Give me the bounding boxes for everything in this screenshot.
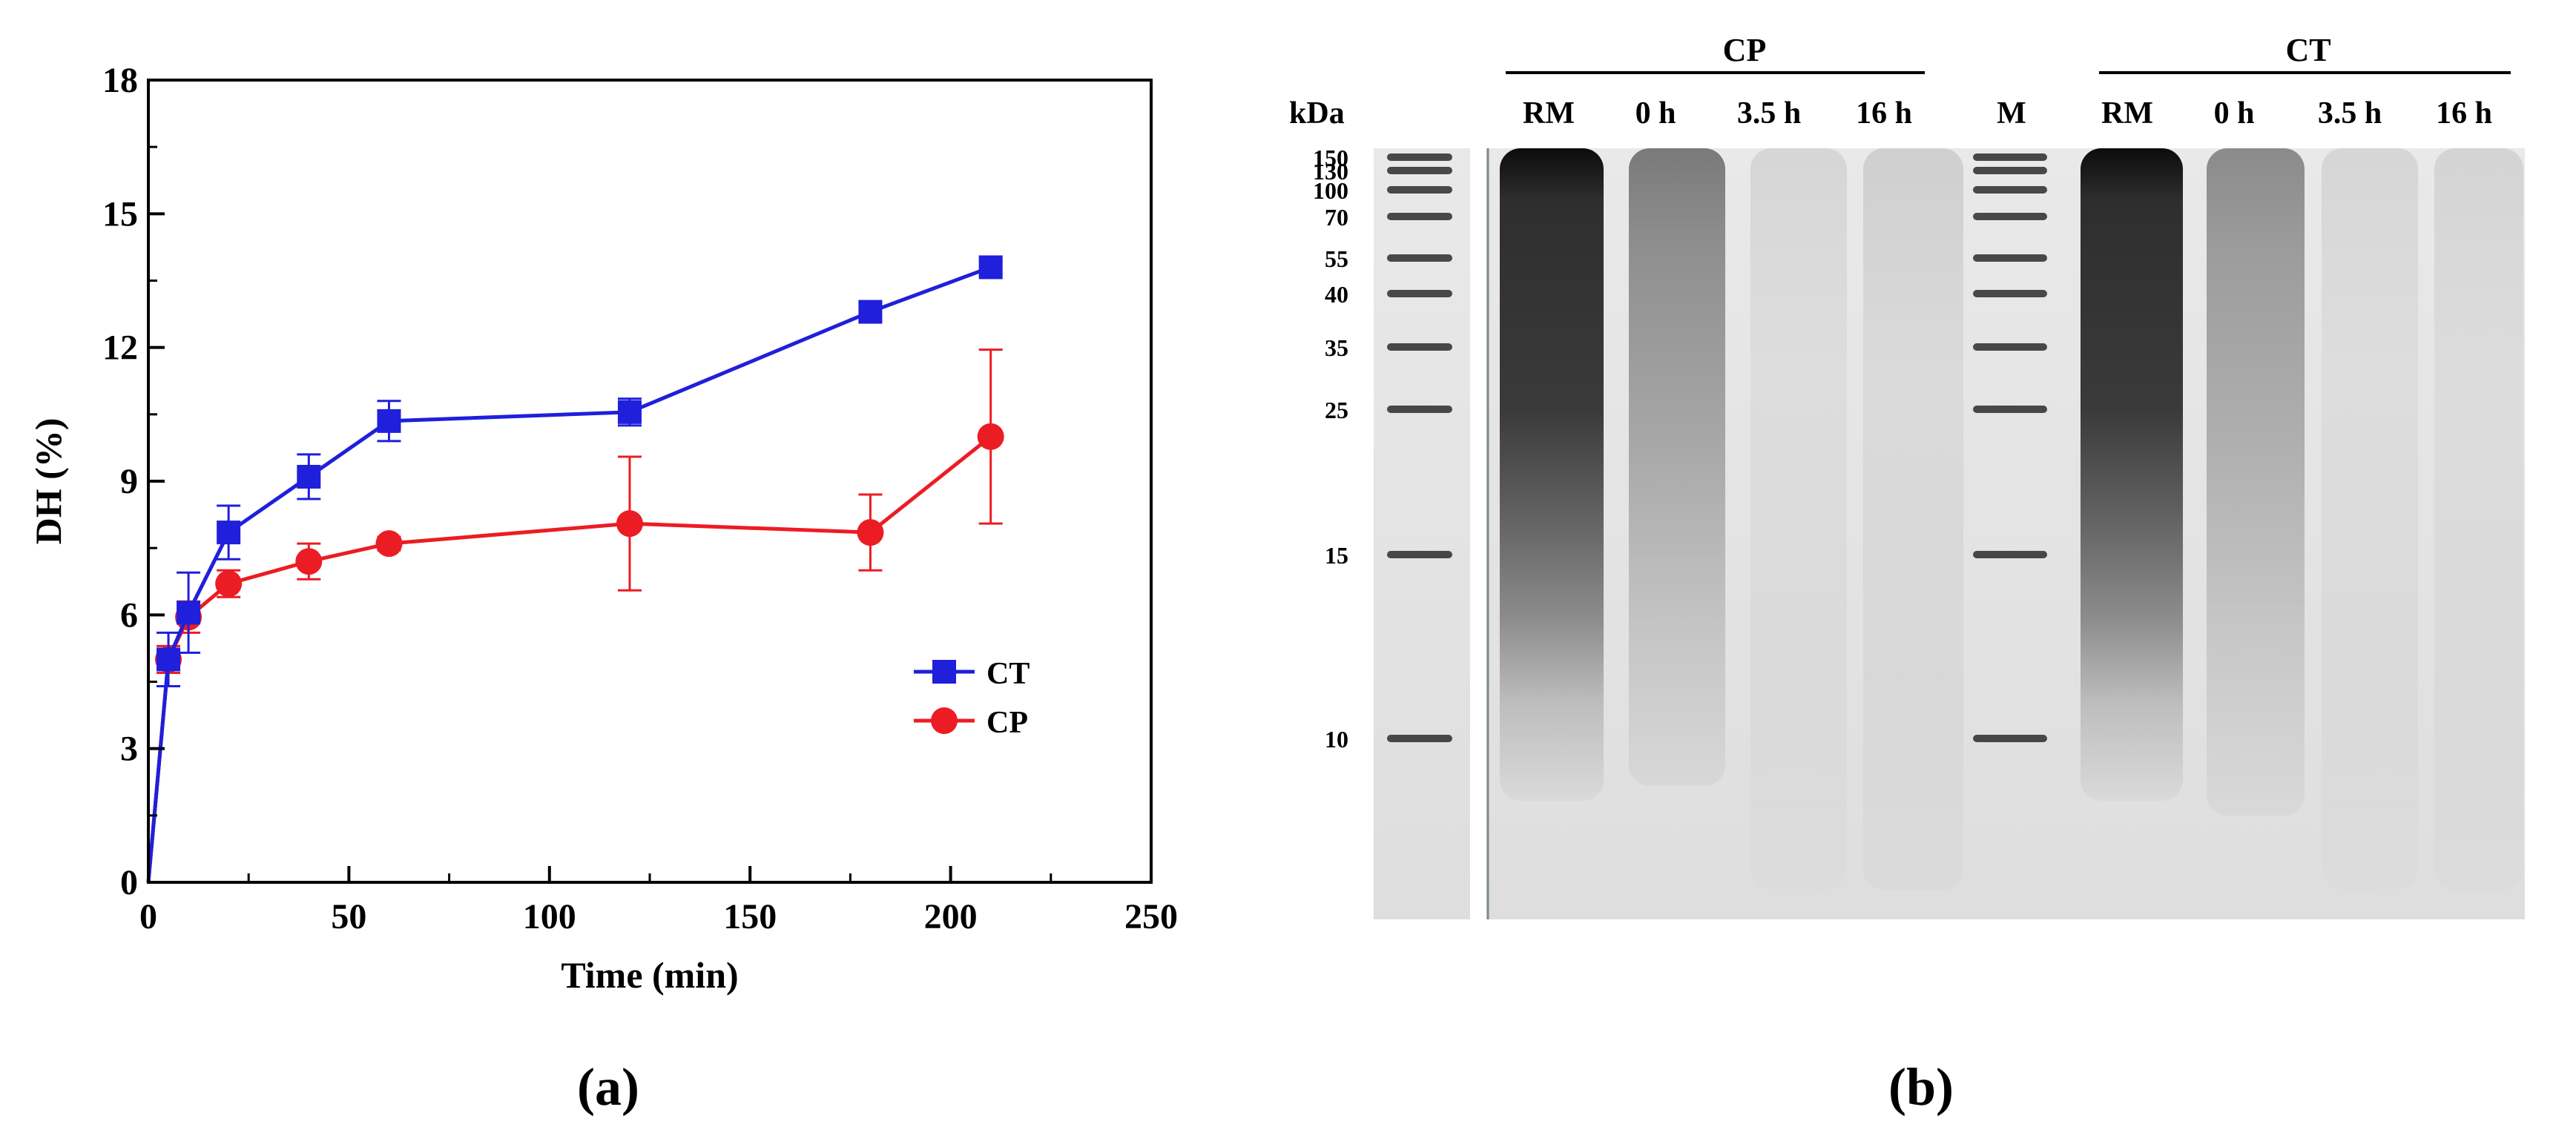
lane-label-ct-0h: 0 h	[2214, 96, 2255, 130]
series-ct-point	[297, 464, 321, 489]
ladder-band-middle	[1973, 167, 2047, 174]
plot-marks	[146, 255, 1004, 883]
x-axis-label: Time (min)	[561, 954, 738, 996]
marker-strip-divider	[1470, 148, 1486, 919]
marker-strip-left	[1374, 148, 1470, 919]
ladder-band-middle	[1973, 406, 2047, 413]
group-label-cp: CP	[1723, 32, 1767, 68]
lane-label-cp-3-5h: 3.5 h	[1737, 96, 1801, 130]
kda-size-label: 10	[1325, 726, 1348, 753]
ladder-band-left	[1387, 343, 1452, 351]
legend-ct-marker	[932, 660, 956, 684]
panel-label-a: (a)	[577, 1057, 639, 1117]
x-tick-label: 50	[331, 897, 366, 936]
ladder-band-left	[1387, 153, 1452, 161]
axis-ticks: 0 50 100 150 200 250 0 3 6 9 12 15 18	[102, 61, 1178, 936]
series-ct-point	[377, 409, 401, 433]
legend-ct-label: CT	[986, 657, 1030, 691]
sds-page-gel-panel: CP CT kDa RM 0 h 3.5 h 16 h M RM 0 h 3.5…	[1289, 32, 2525, 1117]
ladder-band-left	[1387, 167, 1452, 174]
ladder-band-left	[1387, 406, 1452, 413]
ladder-band-left	[1387, 551, 1452, 558]
ladder-band-left	[1387, 186, 1452, 194]
kda-size-label: 55	[1325, 245, 1348, 272]
lane-label-ct-3-5h: 3.5 h	[2318, 96, 2382, 130]
x-tick-label: 200	[924, 897, 978, 936]
ladder-band-left	[1387, 213, 1452, 220]
y-tick-label: 6	[120, 595, 138, 635]
y-tick-label: 12	[102, 328, 138, 368]
x-tick-label: 250	[1124, 897, 1178, 936]
lane-label-marker: M	[1997, 96, 2026, 130]
ladder-band-left	[1387, 735, 1452, 742]
series-ct-point	[177, 601, 201, 625]
kda-size-label: 40	[1325, 281, 1348, 308]
series-cp-line	[146, 434, 992, 883]
lane-ct-0h-smear	[2207, 148, 2305, 816]
legend-cp-label: CP	[986, 706, 1028, 740]
ladder-band-middle	[1973, 735, 2047, 742]
legend-cp-marker	[931, 707, 958, 734]
lane-label-cp-rm: RM	[1523, 96, 1575, 130]
x-tick-label: 150	[723, 897, 777, 936]
y-tick-label: 9	[120, 462, 138, 501]
ladder-band-middle	[1973, 186, 2047, 194]
series-ct-point	[978, 255, 1003, 280]
lane-ct-3-5h-smear	[2322, 148, 2418, 890]
lane-label-ct-rm: RM	[2101, 96, 2153, 130]
kda-size-label: 70	[1325, 204, 1348, 231]
kda-size-label: 25	[1325, 397, 1348, 423]
ladder-band-middle	[1973, 254, 2047, 262]
dh-line-chart: 0 50 100 150 200 250 0 3 6 9 12 15 18 Time (min) DH …	[27, 61, 1178, 1117]
series-cp-point	[375, 530, 403, 558]
y-tick-label: 3	[120, 730, 138, 769]
y-tick-label: 18	[102, 61, 138, 100]
kda-size-label: 130	[1313, 158, 1348, 185]
series-ct-point	[858, 300, 883, 324]
lane-label-cp-0h: 0 h	[1635, 96, 1676, 130]
ladder-band-middle	[1973, 213, 2047, 220]
y-axis-label: DH (%)	[27, 418, 69, 545]
kda-size-label: 100	[1313, 177, 1348, 204]
y-tick-label: 15	[102, 194, 138, 234]
kda-size-label: 15	[1325, 542, 1348, 569]
group-label-ct: CT	[2285, 32, 2330, 68]
series-ct-line	[146, 265, 992, 883]
series-cp-point	[977, 423, 1004, 450]
lane-ct-rm-smear	[2081, 148, 2183, 801]
kda-label: kDa	[1289, 96, 1345, 130]
ladder-band-left	[1387, 254, 1452, 262]
x-tick-label: 0	[139, 897, 157, 936]
series-ct-point	[617, 400, 642, 424]
lane-cp-0h-smear	[1629, 148, 1725, 786]
kda-size-label: 35	[1325, 334, 1348, 361]
lane-label-cp-16h: 16 h	[1856, 96, 1912, 130]
lane-cp-16h-smear	[1863, 148, 1963, 890]
series-ct-point	[217, 520, 241, 545]
series-ct-point	[157, 647, 181, 672]
lane-cp-3-5h-smear	[1750, 148, 1847, 890]
lane-cp-rm-smear	[1500, 148, 1604, 801]
kda-size-label: 150	[1313, 145, 1348, 171]
lane-ct-16h-smear	[2434, 148, 2523, 890]
marker-ladder-left	[1387, 153, 1452, 742]
series-cp-point	[616, 510, 643, 538]
series-cp-point	[295, 548, 323, 575]
series-cp-point	[857, 519, 884, 546]
ladder-band-left	[1387, 290, 1452, 297]
legend: CT CP	[914, 657, 1030, 740]
ladder-band-middle	[1973, 343, 2047, 351]
x-tick-label: 100	[523, 897, 576, 936]
y-tick-label: 0	[120, 863, 138, 902]
gel-image	[1374, 148, 2525, 919]
marker-ladder-middle	[1973, 153, 2047, 742]
ladder-band-middle	[1973, 290, 2047, 297]
panel-label-b: (b)	[1888, 1057, 1954, 1117]
series-cp-point	[215, 570, 243, 598]
ladder-band-middle	[1973, 551, 2047, 558]
ladder-band-middle	[1973, 153, 2047, 161]
lane-label-ct-16h: 16 h	[2436, 96, 2492, 130]
